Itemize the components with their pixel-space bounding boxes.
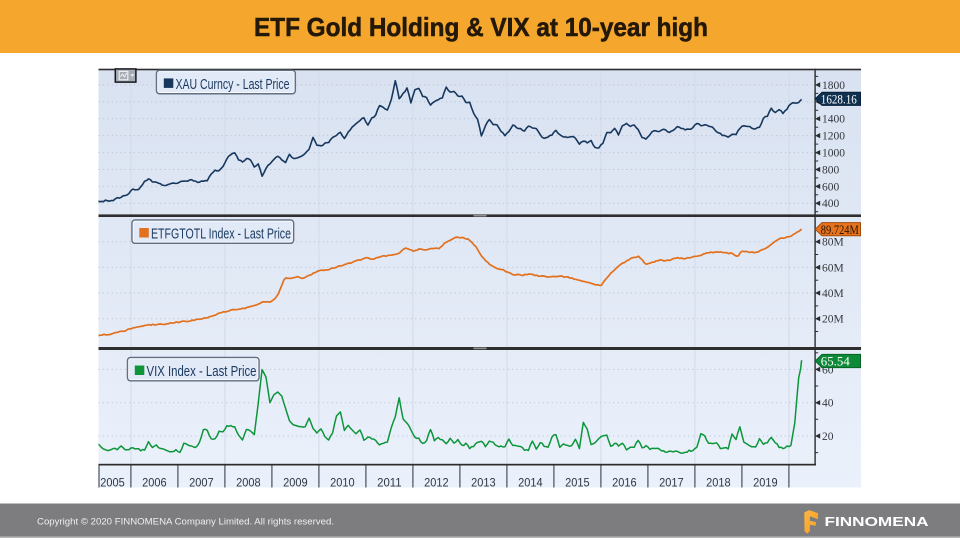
svg-text:60: 60 [822, 364, 834, 376]
svg-text:800: 800 [822, 164, 840, 176]
svg-text:1000: 1000 [822, 148, 845, 160]
svg-text:400: 400 [822, 198, 840, 210]
svg-text:2019: 2019 [753, 475, 778, 489]
svg-text:20: 20 [822, 431, 834, 443]
svg-text:1628.16: 1628.16 [821, 91, 857, 106]
svg-text:2006: 2006 [142, 475, 167, 489]
svg-text:60M: 60M [822, 262, 844, 274]
svg-text:2014: 2014 [518, 475, 543, 489]
svg-text:89.724M: 89.724M [821, 222, 859, 237]
svg-text:1200: 1200 [822, 131, 845, 143]
svg-text:VIX Index - Last Price: VIX Index - Last Price [147, 363, 257, 380]
svg-text:20M: 20M [822, 314, 844, 326]
svg-text:2013: 2013 [471, 475, 496, 489]
svg-text:40: 40 [822, 398, 834, 410]
svg-text:65.54: 65.54 [821, 354, 850, 369]
svg-text:2011: 2011 [377, 475, 402, 489]
svg-text:2015: 2015 [565, 475, 590, 489]
svg-text:ETF Gold Holding & VIX at 10-y: ETF Gold Holding & VIX at 10-year high [254, 12, 708, 42]
svg-text:2010: 2010 [330, 475, 355, 489]
svg-text:Copyright © 2020 FINNOMENA Com: Copyright © 2020 FINNOMENA Company Limit… [37, 516, 334, 527]
svg-text:XAU Curncy - Last Price: XAU Curncy - Last Price [176, 76, 290, 93]
svg-text:2012: 2012 [424, 475, 449, 489]
svg-text:2018: 2018 [706, 475, 731, 489]
svg-text:ETFGTOTL Index - Last Price: ETFGTOTL Index - Last Price [151, 225, 291, 242]
svg-text:1400: 1400 [822, 114, 845, 126]
svg-text:80M: 80M [822, 237, 844, 249]
svg-text:FINNOMENA: FINNOMENA [825, 514, 930, 529]
svg-text:2017: 2017 [659, 475, 684, 489]
svg-text:1800: 1800 [822, 80, 845, 92]
svg-text:40M: 40M [822, 288, 844, 300]
svg-text:2005: 2005 [100, 475, 125, 489]
svg-text:2009: 2009 [283, 475, 308, 489]
svg-text:2016: 2016 [612, 475, 637, 489]
svg-text:2008: 2008 [236, 475, 261, 489]
svg-text:600: 600 [822, 181, 840, 193]
svg-text:2007: 2007 [189, 475, 214, 489]
